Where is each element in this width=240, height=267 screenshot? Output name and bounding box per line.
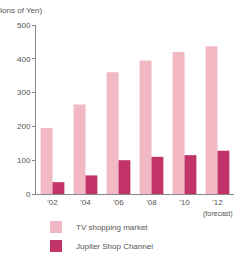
svg-text:'08: '08 xyxy=(146,198,157,207)
svg-text:(forecast): (forecast) xyxy=(203,210,233,218)
svg-text:'02: '02 xyxy=(47,198,58,207)
svg-text:(Billions of Yen): (Billions of Yen) xyxy=(0,6,42,15)
svg-text:100: 100 xyxy=(17,156,31,165)
svg-text:'12: '12 xyxy=(212,198,223,207)
svg-text:500: 500 xyxy=(17,21,31,30)
svg-text:'06: '06 xyxy=(113,198,124,207)
svg-text:Jupiter Shop Channel: Jupiter Shop Channel xyxy=(76,242,153,251)
svg-text:300: 300 xyxy=(17,88,31,97)
svg-text:'10: '10 xyxy=(179,198,190,207)
svg-text:0: 0 xyxy=(26,190,31,199)
svg-text:200: 200 xyxy=(17,122,31,131)
svg-text:TV shopping market: TV shopping market xyxy=(76,223,148,232)
svg-text:400: 400 xyxy=(17,55,31,64)
svg-text:'04: '04 xyxy=(80,198,91,207)
